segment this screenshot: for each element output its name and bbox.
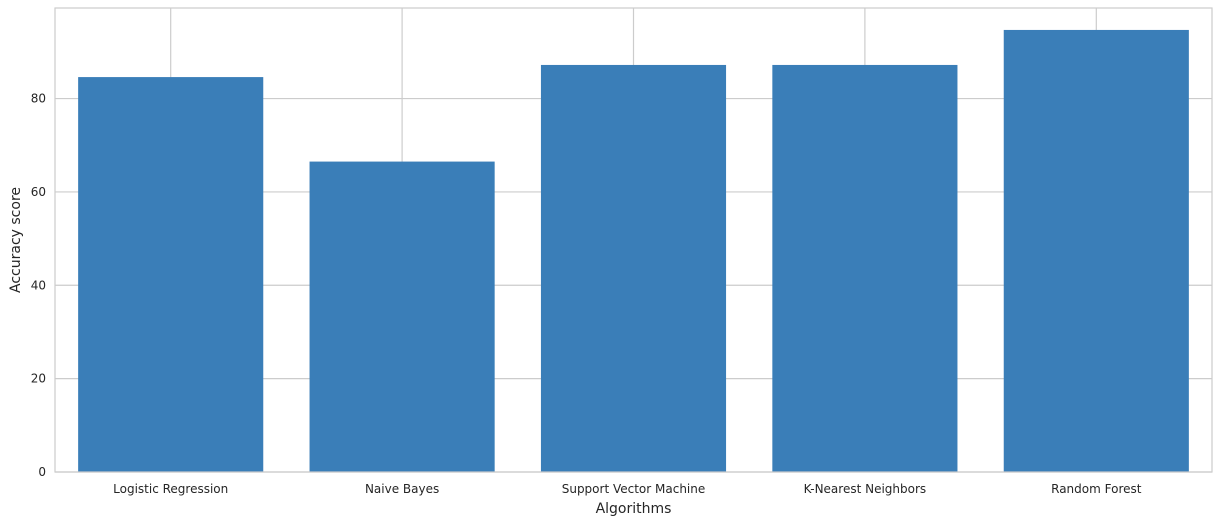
x-tick-label: Random Forest <box>1051 482 1142 496</box>
bar-k-nearest-neighbors <box>772 64 958 472</box>
bar-support-vector-machine <box>540 64 727 472</box>
x-tick-label: Logistic Regression <box>113 482 228 496</box>
y-tick-label: 60 <box>31 185 46 199</box>
y-tick-label: 40 <box>31 278 46 292</box>
bar-random-forest <box>1003 29 1189 473</box>
y-tick-label: 20 <box>31 372 46 386</box>
y-tick-label: 80 <box>31 92 46 106</box>
axes-frame <box>54 7 1213 473</box>
y-tick-label: 0 <box>38 465 46 479</box>
bar-naive-bayes <box>309 161 495 473</box>
bars <box>78 29 1189 473</box>
bar-logistic-regression <box>78 77 264 472</box>
x-axis-label: Algorithms <box>596 501 672 517</box>
y-axis-label: Accuracy score <box>8 187 24 293</box>
x-tick-label: Naive Bayes <box>365 482 439 496</box>
x-tick-labels: Logistic Regression Naive Bayes Support Ve… <box>113 482 1142 496</box>
x-tick-label: K-Nearest Neighbors <box>804 482 927 496</box>
y-tick-labels: 0 20 40 60 80 <box>31 92 46 479</box>
x-tick-label: Support Vector Machine <box>562 482 706 496</box>
